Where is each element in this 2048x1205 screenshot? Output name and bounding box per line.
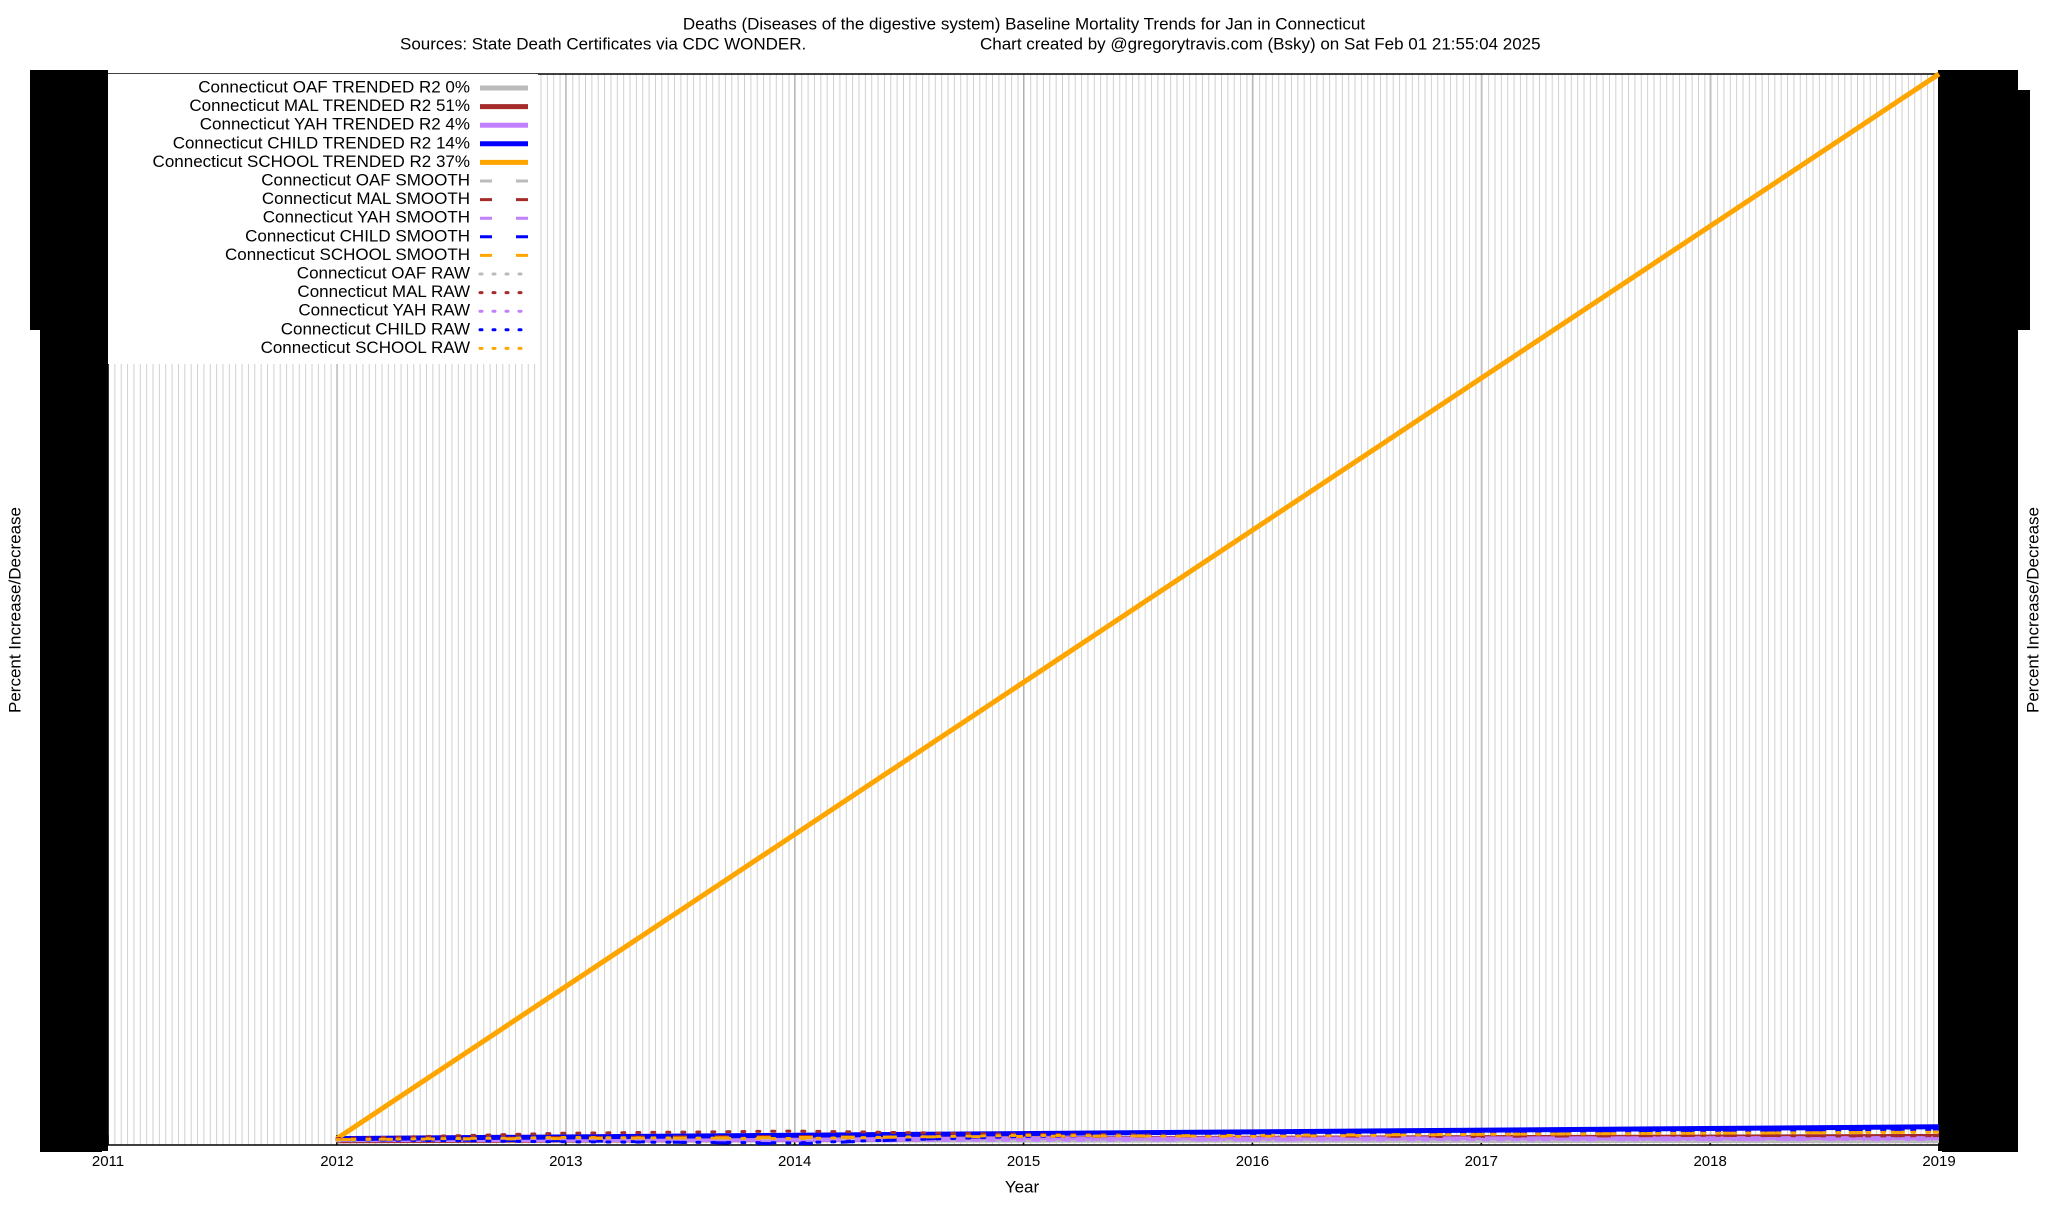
legend-label: Connecticut CHILD RAW <box>281 319 470 338</box>
annotation: Chart created by @gregorytravis.com (Bsk… <box>980 34 1541 53</box>
x-tick-label: 2014 <box>778 1153 811 1170</box>
x-tick-label: 2018 <box>1693 1153 1726 1170</box>
legend-label: Connecticut YAH TRENDED R2 4% <box>200 115 470 134</box>
series-line <box>336 1124 1940 1142</box>
y-axis-clutter <box>30 70 102 1152</box>
legend-label: Connecticut OAF TRENDED R2 0% <box>198 77 470 96</box>
legend: Connecticut OAF TRENDED R2 0%Connecticut… <box>108 74 538 364</box>
x-tick-label: 2016 <box>1236 1153 1269 1170</box>
x-tick-label: 2017 <box>1465 1153 1498 1170</box>
legend-label: Connecticut MAL SMOOTH <box>262 189 470 208</box>
chart-title: Deaths (Diseases of the digestive system… <box>683 14 1365 33</box>
y2-axis-clutter <box>1942 70 2030 1152</box>
x-axis-label: Year <box>1005 1177 1040 1196</box>
x-tick-label: 2013 <box>549 1153 582 1170</box>
legend-box <box>108 74 538 364</box>
x-tick-label: 2012 <box>320 1153 353 1170</box>
x-tick-label: 2015 <box>1007 1153 1040 1170</box>
y-axis-label: Percent Increase/Decrease <box>5 507 24 713</box>
chart-subtitle: Sources: State Death Certificates via CD… <box>400 34 806 53</box>
y2-axis-label: Percent Increase/Decrease <box>2023 507 2042 713</box>
x-tick-label: 2011 <box>92 1153 124 1170</box>
series-line <box>336 1130 1940 1142</box>
legend-label: Connecticut CHILD SMOOTH <box>245 226 470 245</box>
series-line <box>335 1129 1941 1141</box>
legend-label: Connecticut CHILD TRENDED R2 14% <box>173 133 470 152</box>
series-line <box>335 1130 1941 1142</box>
series-line <box>336 1137 1939 1144</box>
legend-label: Connecticut YAH SMOOTH <box>263 208 470 227</box>
legend-label: Connecticut SCHOOL SMOOTH <box>225 245 470 264</box>
x-tick-label: 2019 <box>1922 1153 1955 1170</box>
legend-label: Connecticut YAH RAW <box>298 301 470 320</box>
legend-label: Connecticut MAL TRENDED R2 51% <box>189 96 470 115</box>
legend-label: Connecticut MAL RAW <box>297 282 470 301</box>
legend-label: Connecticut OAF SMOOTH <box>261 170 470 189</box>
series-line <box>335 71 1941 1141</box>
series-line <box>335 1137 1941 1143</box>
legend-label: Connecticut SCHOOL TRENDED R2 37% <box>153 152 470 171</box>
legend-label: Connecticut OAF RAW <box>297 263 470 282</box>
legend-label: Connecticut SCHOOL RAW <box>261 338 470 357</box>
